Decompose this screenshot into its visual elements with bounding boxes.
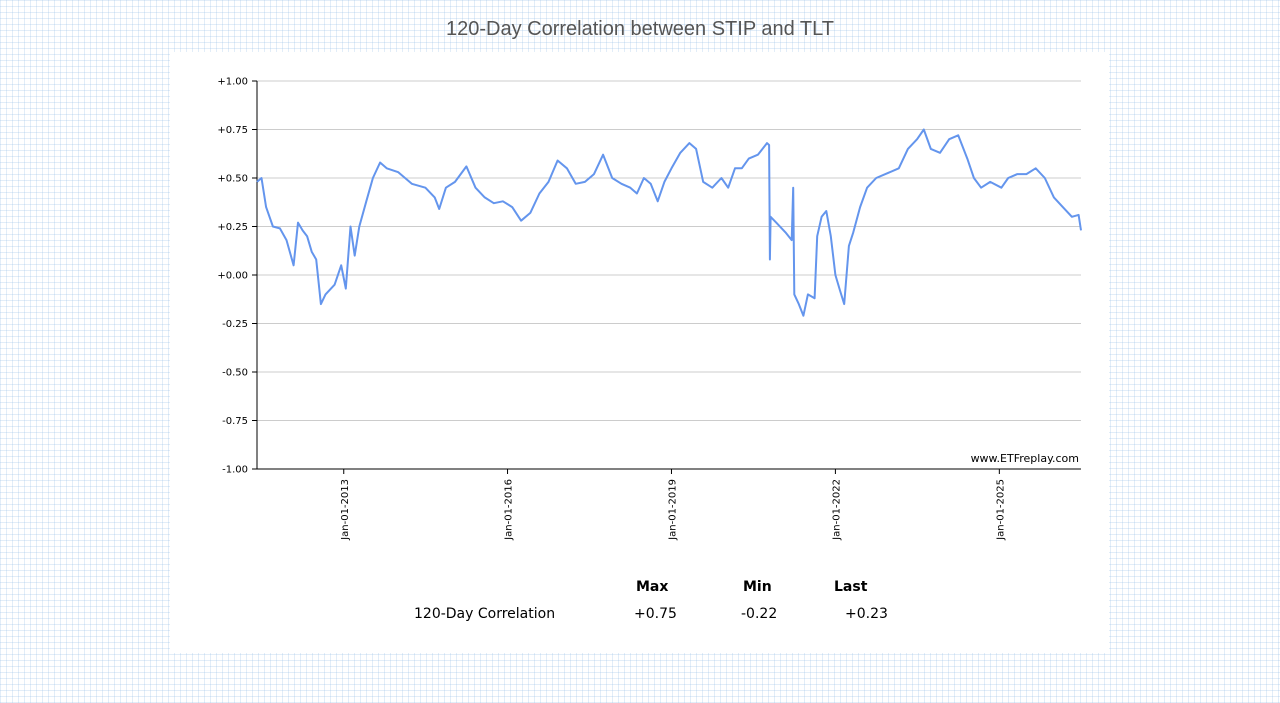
x-axis-ticks: Jan-01-2013 Jan-01-2016 Jan-01-2019 Jan-01-… [340,469,1006,541]
stats-row-label: 120-Day Correlation [414,606,556,622]
y-tick-label: +0.75 [217,125,248,136]
x-tick-label: Jan-01-2016 [504,479,515,541]
page-title: 120-Day Correlation between STIP and TLT [446,18,834,40]
y-tick-label: +0.25 [217,222,248,233]
y-axis-ticks: +1.00 +0.75 +0.50 +0.25 +0.00 -0.25 -0.50 -0.75… [217,77,257,476]
y-tick-label: -0.75 [222,416,248,427]
x-tick-label: Jan-01-2025 [995,479,1006,541]
y-tick-label: +1.00 [217,77,248,88]
correlation-chart: +1.00 +0.75 +0.50 +0.25 +0.00 -0.25 -0.50 -0.75… [217,77,1082,541]
stats-max-value: +0.75 [634,606,677,622]
stats-header-last: Last [834,579,868,595]
chart-panel: +1.00 +0.75 +0.50 +0.25 +0.00 -0.25 -0.50 -0.75… [170,52,1109,653]
stats-last-value: +0.23 [845,606,888,622]
y-tick-label: -0.50 [222,368,248,379]
series [256,128,1082,317]
series-line-0 [256,128,1082,317]
y-tick-label: +0.00 [217,271,248,282]
y-tick-label: +0.50 [217,174,248,185]
stats-table: Max Min Last 120-Day Correlation +0.75 -… [170,52,1109,653]
x-tick-label: Jan-01-2013 [340,479,351,541]
y-tick-label: -0.25 [222,319,248,330]
x-tick-label: Jan-01-2019 [667,479,678,541]
y-tick-label: -1.00 [222,465,248,476]
watermark: www.ETFreplay.com [971,452,1079,465]
stats-header-min: Min [743,579,772,595]
x-tick-label: Jan-01-2022 [831,479,842,541]
stats-min-value: -0.22 [741,606,778,622]
stats-header-max: Max [636,579,669,595]
